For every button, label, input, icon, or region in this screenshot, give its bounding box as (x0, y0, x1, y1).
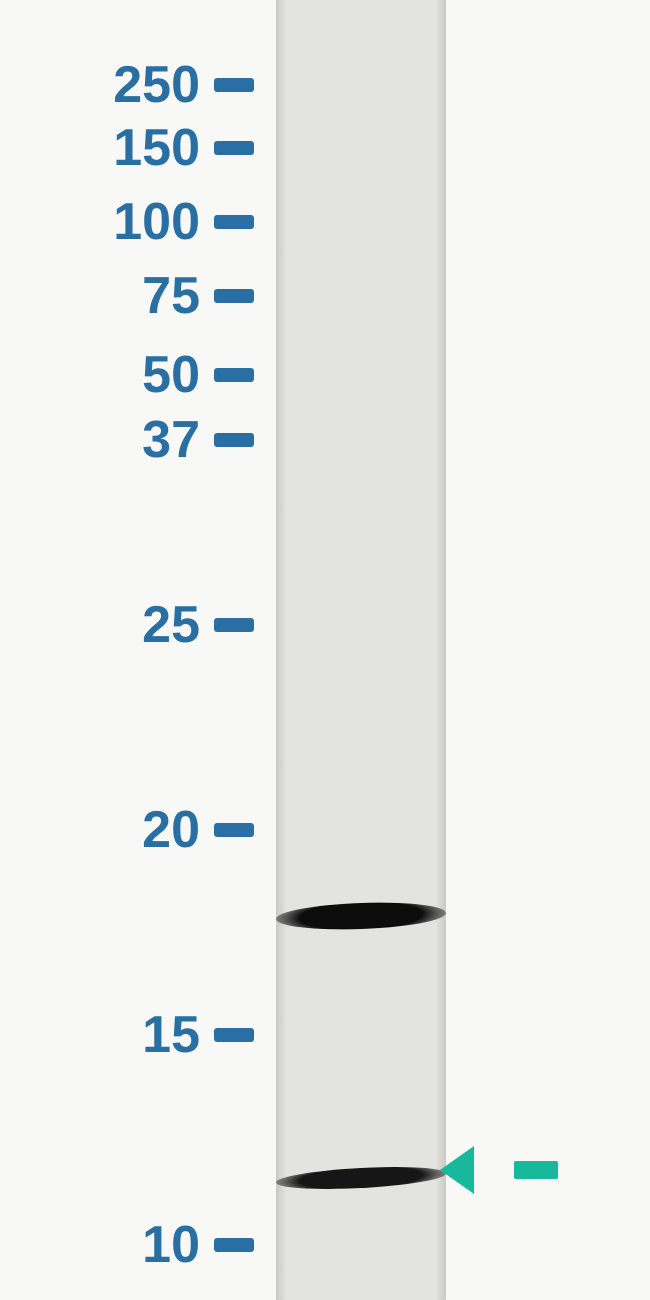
marker-tick-9 (214, 1238, 254, 1252)
marker-label-5: 37 (142, 410, 200, 470)
target-arrow-icon (470, 1146, 558, 1194)
marker-label-3: 75 (142, 266, 200, 326)
marker-tick-0 (214, 78, 254, 92)
marker-label-4: 50 (142, 345, 200, 405)
marker-tick-8 (214, 1028, 254, 1042)
marker-label-8: 15 (142, 1005, 200, 1065)
marker-tick-2 (214, 215, 254, 229)
gel-lane (276, 0, 446, 1300)
marker-tick-6 (214, 618, 254, 632)
marker-tick-7 (214, 823, 254, 837)
marker-label-7: 20 (142, 800, 200, 860)
marker-label-6: 25 (142, 595, 200, 655)
marker-label-2: 100 (113, 192, 200, 252)
marker-label-1: 150 (113, 118, 200, 178)
marker-tick-1 (214, 141, 254, 155)
marker-label-0: 250 (113, 55, 200, 115)
marker-tick-3 (214, 289, 254, 303)
marker-tick-5 (214, 433, 254, 447)
marker-tick-4 (214, 368, 254, 382)
marker-label-9: 10 (142, 1215, 200, 1275)
